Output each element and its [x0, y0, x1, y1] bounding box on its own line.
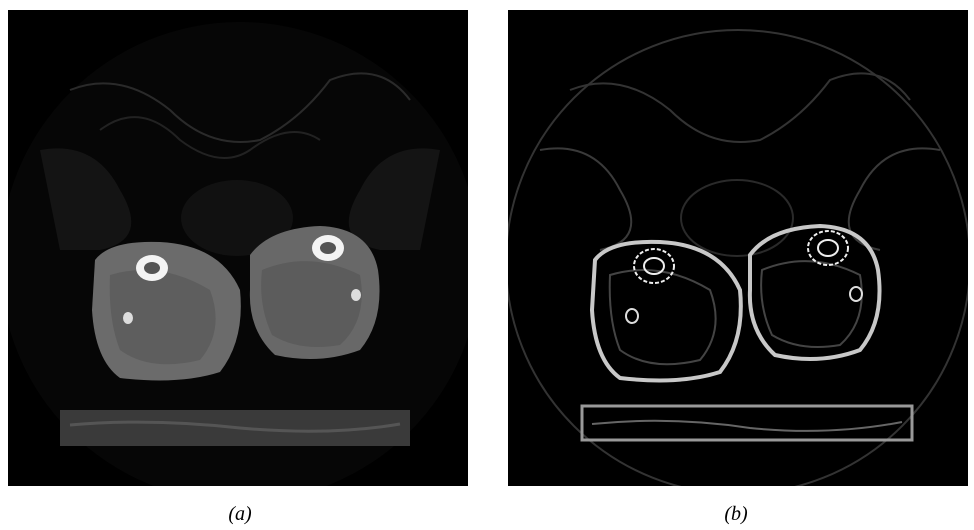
caption: (b) [724, 503, 748, 525]
page: (a) (b) (() => { const data = JSON.parse… [0, 0, 974, 530]
figure: (a) (b) [0, 0, 974, 530]
panel-a-image [0, 10, 480, 502]
caption: (a) [228, 503, 252, 525]
panel-b-image [506, 10, 970, 494]
